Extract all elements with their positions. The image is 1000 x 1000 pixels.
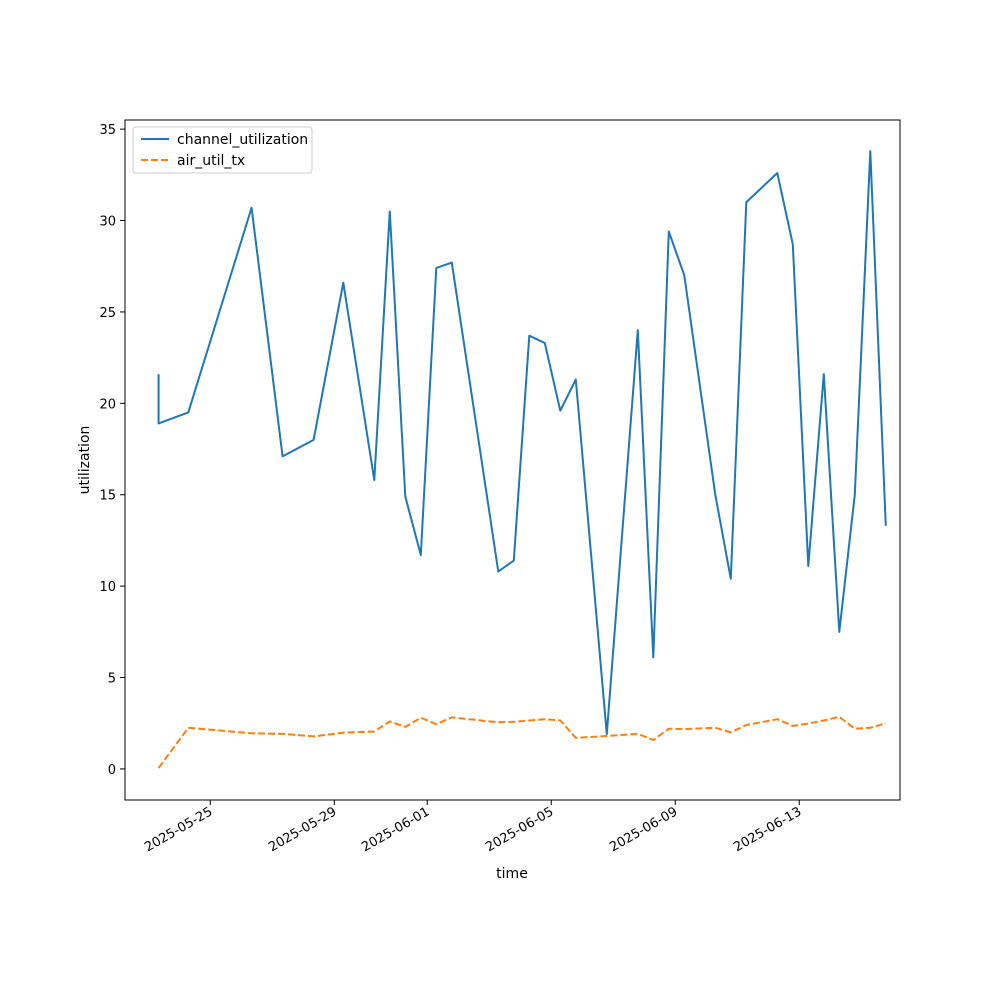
x-axis-label: time [496,866,528,882]
legend: channel_utilization air_util_tx [132,126,313,174]
y-tick-label: 35 [99,123,116,138]
y-tick-label: 30 [99,215,116,230]
series-line-channel-utilization [157,150,887,736]
y-tick-label: 20 [99,397,116,412]
y-tick-label: 15 [99,489,116,504]
legend-label-channel-utilization: channel_utilization [177,132,308,148]
y-tick-label: 25 [99,306,116,321]
y-axis: 0 5 10 15 20 25 30 35 [99,123,125,778]
y-axis-label: utilization [77,426,93,495]
y-tick-label: 10 [99,580,116,595]
series-layer [157,150,887,769]
y-tick-label: 5 [108,672,116,687]
legend-label-air-util-tx: air_util_tx [177,153,245,169]
series-line-air-util-tx [157,715,887,769]
y-tick-label: 0 [108,763,116,778]
legend-box [132,126,313,174]
plot-frame [124,119,901,801]
